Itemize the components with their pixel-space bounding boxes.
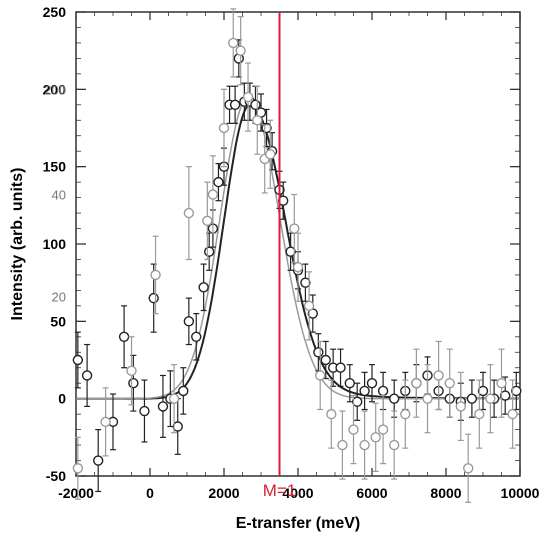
y-tick-label: 100	[43, 236, 67, 252]
data-point-dark	[366, 378, 378, 389]
faint-y-tick-label: 40	[52, 188, 66, 203]
data-point-dark	[466, 393, 478, 404]
data-point-light	[218, 122, 230, 134]
data-point-light	[292, 262, 304, 273]
data-point-dark	[511, 385, 522, 397]
y-tick-label: 50	[50, 313, 66, 329]
data-point-dark	[178, 385, 189, 397]
data-point-dark	[183, 316, 195, 327]
data-point-light	[202, 215, 213, 227]
data-point-light	[411, 378, 422, 389]
data-point-light	[228, 37, 239, 49]
data-point-dark	[128, 378, 139, 389]
x-axis-title: E-transfer (meV)	[236, 515, 360, 532]
data-point-light	[315, 370, 326, 381]
y-tick-labels: -50 0 50 100 150 200 250	[43, 4, 67, 484]
data-point-light	[150, 269, 161, 281]
faint-y-labels: 20 40 200	[44, 82, 66, 304]
x-tick-label: 6000	[356, 485, 387, 501]
x-tick-label: 10000	[501, 485, 540, 501]
data-point-dark	[320, 354, 331, 366]
data-point-light	[235, 45, 246, 56]
data-point-dark	[92, 455, 104, 466]
data-point-dark	[172, 421, 183, 432]
data-point-dark	[344, 378, 355, 389]
data-point-light	[400, 408, 411, 420]
data-point-light	[126, 365, 137, 377]
data-point-light	[444, 378, 455, 389]
data-point-light	[485, 393, 496, 404]
data-point-dark	[191, 331, 202, 342]
data-point-light	[100, 416, 111, 428]
data-point-light	[422, 393, 433, 404]
y-tick-label: 250	[43, 4, 67, 20]
data-point-dark	[229, 99, 241, 111]
data-point-dark	[477, 385, 489, 397]
faint-y-tick-label: 20	[52, 290, 66, 305]
x-tick-label: -2000	[58, 485, 94, 501]
data-point-light	[348, 424, 359, 435]
data-point-dark	[377, 385, 389, 397]
data-point-light	[183, 207, 195, 219]
data-point-light	[474, 408, 485, 420]
data-point-light	[326, 408, 337, 420]
x-tick-label: 0	[146, 485, 154, 501]
data-point-dark	[359, 385, 370, 397]
data-point-light	[168, 393, 180, 404]
data-point-light	[303, 300, 315, 312]
data-point-light	[359, 439, 370, 451]
x-tick-label: 4000	[282, 485, 313, 501]
x-tick-label: 2000	[208, 485, 239, 501]
data-point-light	[370, 432, 381, 443]
data-point-dark	[81, 370, 93, 381]
x-tick-label: 8000	[430, 485, 461, 501]
faint-y-tick-label: 200	[44, 82, 66, 97]
data-point-dark	[300, 277, 311, 288]
y-tick-label: -50	[46, 468, 66, 484]
data-point-light	[265, 149, 276, 160]
data-point-dark	[198, 282, 209, 293]
data-point-light	[496, 378, 507, 389]
data-point-light	[337, 439, 348, 451]
y-tick-label: 200	[43, 81, 67, 97]
data-point-dark	[157, 401, 169, 412]
data-points	[72, 8, 522, 503]
data-point-dark	[139, 405, 150, 417]
y-tick-label: 0	[58, 391, 66, 407]
data-point-light	[252, 115, 263, 126]
data-point-light	[433, 370, 444, 381]
data-point-light	[389, 439, 400, 451]
data-point-light	[463, 463, 474, 474]
axis-ticks	[75, 11, 521, 477]
data-point-dark	[72, 354, 84, 366]
data-point-dark	[148, 292, 159, 304]
data-point-dark	[335, 362, 346, 373]
data-point-light	[289, 223, 300, 234]
y-tick-label: 150	[43, 159, 67, 175]
data-point-dark	[500, 390, 511, 401]
data-point-dark	[203, 246, 215, 257]
data-point-light	[377, 424, 389, 435]
data-point-dark	[389, 393, 400, 404]
marker-label: M=1	[263, 481, 297, 500]
data-point-dark	[213, 176, 224, 188]
data-point-light	[455, 401, 466, 412]
y-axis-title: Intensity (arb. units)	[9, 168, 26, 321]
data-point-light	[507, 408, 518, 420]
data-point-light	[72, 463, 84, 474]
data-point-light	[207, 189, 219, 200]
data-point-dark	[313, 347, 324, 358]
data-point-light	[242, 91, 254, 103]
data-point-dark	[118, 331, 130, 342]
data-point-dark	[352, 396, 363, 407]
x-tick-labels: -2000 0 2000 4000 6000 8000 10000	[58, 485, 540, 501]
